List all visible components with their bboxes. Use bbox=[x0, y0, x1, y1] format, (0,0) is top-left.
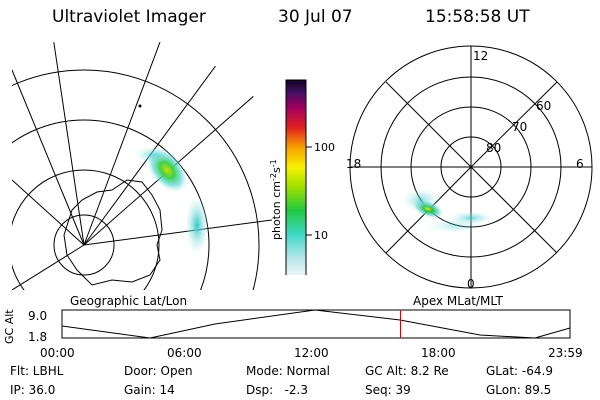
time-tick-2: 12:00 bbox=[294, 346, 329, 360]
time-tick-4: 23:59 bbox=[548, 346, 583, 360]
gain-info: Gain: 14 bbox=[124, 383, 175, 397]
svg-text:photon cm-2s-1: photon cm-2s-1 bbox=[269, 159, 283, 240]
instrument-title: Ultraviolet Imager bbox=[52, 7, 206, 27]
time-tick-1: 06:00 bbox=[167, 346, 202, 360]
glon-info: GLon: 89.5 bbox=[486, 383, 552, 397]
color-tick-high: 100 bbox=[314, 141, 335, 154]
lat-label-80: 80 bbox=[486, 141, 501, 155]
ip-info: IP: 36.0 bbox=[10, 383, 56, 397]
altitude-ylabel: GC Alt bbox=[3, 309, 16, 344]
altitude-plot: GC Alt 9.0 1.8 bbox=[3, 309, 571, 344]
geographic-label: Geographic Lat/Lon bbox=[70, 294, 188, 308]
lat-label-70: 70 bbox=[512, 120, 527, 134]
altitude-curve bbox=[61, 309, 571, 339]
time-tick-3: 18:00 bbox=[421, 346, 456, 360]
mlt-label-dawn: 6 bbox=[576, 157, 584, 171]
mlt-label-dusk: 18 bbox=[346, 157, 361, 171]
dsp-info: Dsp: -2.3 bbox=[246, 383, 309, 397]
glat-info: GLat: -64.9 bbox=[486, 364, 553, 378]
mode-info: Mode: Normal bbox=[246, 364, 330, 378]
mlt-label-noon: 12 bbox=[473, 49, 488, 63]
mlt-label-midnight: 0 bbox=[467, 277, 475, 290]
apex-label: Apex MLat/MLT bbox=[413, 294, 503, 308]
door-info: Door: Open bbox=[124, 364, 193, 378]
observation-date: 30 Jul 07 bbox=[278, 7, 353, 27]
color-scale-bar: 100 10 photon cm-2s-1 bbox=[269, 79, 335, 275]
filter-info: Flt: LBHL bbox=[10, 364, 64, 378]
color-unit-label: photon cm-2s-1 bbox=[269, 159, 283, 240]
color-scale-gradient bbox=[285, 79, 307, 275]
altitude-frame bbox=[61, 309, 571, 339]
observation-time: 15:58:58 UT bbox=[425, 7, 530, 27]
lat-label-60: 60 bbox=[536, 99, 551, 113]
time-tick-0: 00:00 bbox=[40, 346, 75, 360]
geographic-map bbox=[12, 35, 272, 290]
polar-mlt-plot: 12 18 6 0 60 70 80 bbox=[346, 45, 593, 290]
gc-alt-info: GC Alt: 8.2 Re bbox=[365, 364, 449, 378]
seq-info: Seq: 39 bbox=[365, 383, 411, 397]
altitude-ytick-top: 9.0 bbox=[28, 309, 47, 323]
altitude-ytick-bottom: 1.8 bbox=[28, 330, 47, 344]
color-tick-low: 10 bbox=[314, 229, 328, 242]
